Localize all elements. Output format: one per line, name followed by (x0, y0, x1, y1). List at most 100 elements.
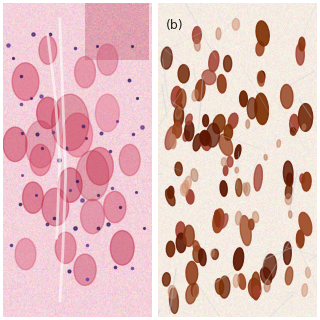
Ellipse shape (191, 169, 198, 181)
Ellipse shape (296, 230, 304, 248)
Ellipse shape (240, 216, 251, 245)
Ellipse shape (165, 189, 175, 206)
Ellipse shape (249, 219, 254, 230)
Ellipse shape (193, 246, 203, 262)
Ellipse shape (193, 285, 198, 297)
Ellipse shape (55, 232, 76, 263)
Ellipse shape (217, 75, 226, 93)
Ellipse shape (186, 189, 194, 204)
Ellipse shape (299, 37, 305, 51)
Ellipse shape (193, 27, 201, 44)
Ellipse shape (176, 233, 186, 252)
Ellipse shape (296, 44, 304, 65)
Ellipse shape (240, 91, 247, 107)
Ellipse shape (184, 225, 194, 246)
Ellipse shape (211, 250, 214, 257)
Ellipse shape (255, 93, 268, 124)
Ellipse shape (212, 249, 218, 260)
Ellipse shape (86, 148, 113, 185)
Ellipse shape (37, 97, 59, 129)
Ellipse shape (39, 36, 57, 64)
Ellipse shape (15, 238, 36, 270)
Ellipse shape (252, 272, 260, 300)
Ellipse shape (264, 155, 267, 160)
Ellipse shape (26, 121, 55, 168)
Ellipse shape (194, 39, 200, 51)
Ellipse shape (214, 210, 220, 227)
Ellipse shape (171, 86, 182, 107)
Ellipse shape (306, 267, 310, 278)
Ellipse shape (246, 120, 250, 128)
Ellipse shape (195, 80, 205, 101)
Ellipse shape (199, 249, 206, 266)
Ellipse shape (119, 144, 140, 176)
Ellipse shape (110, 230, 134, 265)
Ellipse shape (213, 115, 225, 133)
Ellipse shape (258, 71, 265, 83)
Ellipse shape (170, 134, 176, 148)
Ellipse shape (166, 241, 175, 257)
Ellipse shape (223, 166, 228, 175)
Ellipse shape (202, 70, 216, 85)
Ellipse shape (178, 65, 189, 83)
Ellipse shape (236, 179, 242, 196)
Text: (b): (b) (166, 19, 184, 32)
Ellipse shape (185, 176, 191, 189)
Ellipse shape (244, 183, 250, 196)
Ellipse shape (219, 134, 233, 156)
Ellipse shape (173, 122, 181, 138)
Ellipse shape (30, 144, 51, 176)
Ellipse shape (284, 242, 291, 265)
Ellipse shape (247, 98, 257, 119)
Ellipse shape (95, 94, 119, 132)
Ellipse shape (224, 55, 232, 72)
Ellipse shape (256, 21, 269, 46)
Ellipse shape (235, 167, 238, 173)
Ellipse shape (200, 131, 210, 146)
Ellipse shape (234, 248, 244, 270)
Ellipse shape (176, 222, 185, 239)
Ellipse shape (104, 191, 126, 223)
Ellipse shape (182, 180, 188, 193)
Ellipse shape (191, 283, 198, 297)
Ellipse shape (168, 285, 176, 299)
Ellipse shape (284, 161, 293, 185)
Ellipse shape (42, 188, 69, 226)
Ellipse shape (233, 274, 239, 287)
Ellipse shape (277, 140, 281, 147)
Ellipse shape (258, 72, 264, 86)
Ellipse shape (192, 90, 198, 101)
Ellipse shape (165, 126, 176, 150)
Ellipse shape (219, 276, 230, 298)
Ellipse shape (232, 19, 239, 30)
Ellipse shape (238, 274, 245, 289)
Ellipse shape (161, 47, 172, 69)
Ellipse shape (263, 254, 276, 280)
Ellipse shape (228, 113, 238, 129)
Ellipse shape (170, 288, 178, 314)
Ellipse shape (300, 174, 305, 183)
Ellipse shape (76, 151, 109, 201)
Ellipse shape (302, 284, 308, 296)
Ellipse shape (97, 44, 118, 75)
Ellipse shape (290, 128, 296, 135)
Ellipse shape (170, 135, 176, 149)
Ellipse shape (193, 241, 199, 252)
Ellipse shape (52, 94, 89, 151)
Ellipse shape (206, 123, 220, 147)
Ellipse shape (186, 261, 198, 285)
Ellipse shape (193, 134, 201, 151)
Ellipse shape (63, 113, 92, 157)
Ellipse shape (209, 51, 219, 72)
Ellipse shape (174, 106, 184, 127)
Ellipse shape (287, 173, 293, 186)
Ellipse shape (22, 182, 44, 213)
Ellipse shape (289, 211, 292, 218)
Ellipse shape (302, 172, 311, 191)
Ellipse shape (252, 212, 259, 223)
Ellipse shape (213, 209, 224, 233)
Ellipse shape (299, 212, 312, 236)
Ellipse shape (163, 273, 170, 286)
Ellipse shape (186, 284, 196, 304)
Ellipse shape (3, 127, 27, 162)
